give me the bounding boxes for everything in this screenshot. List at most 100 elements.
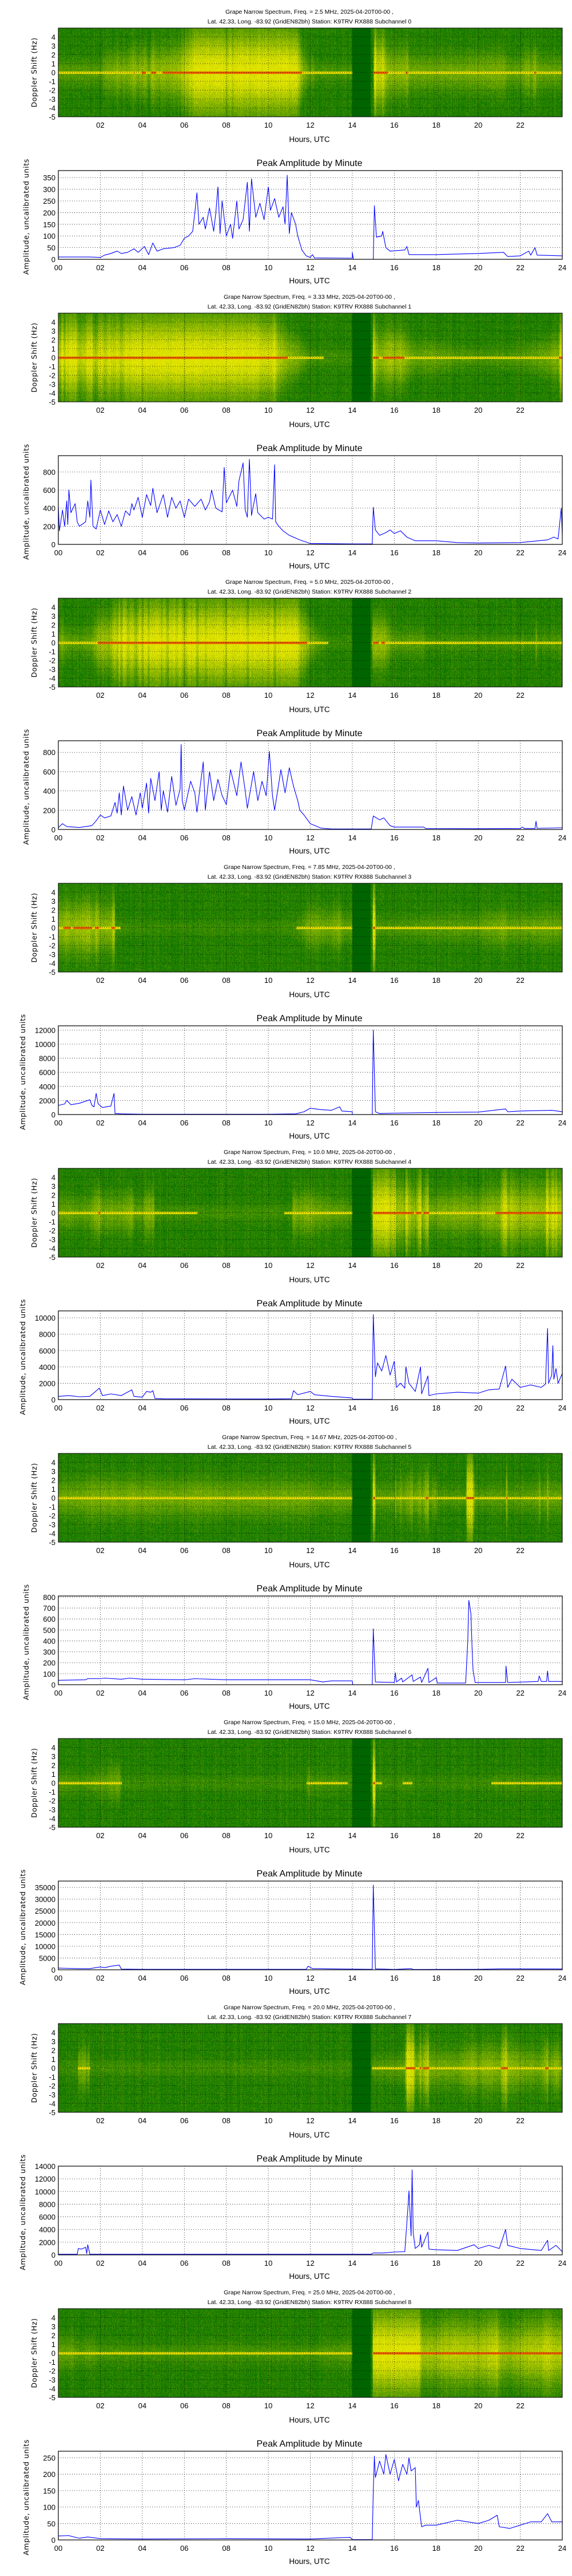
amplitude-y-tick-label: 400 (43, 787, 55, 796)
spectrogram-x-tick-label: 20 (474, 2401, 482, 2410)
amplitude-y-tick-label: 200 (43, 806, 55, 815)
spectrogram-x-tick-label: 08 (222, 1261, 230, 1270)
spectrogram-x-tick-label: 06 (180, 406, 188, 414)
amplitude-x-tick-label: 12 (306, 548, 314, 557)
amplitude-y-tick-label: 5000 (39, 1954, 55, 1962)
spectrogram-x-tick-label: 10 (264, 691, 272, 700)
amplitude-x-tick-label: 14 (348, 263, 356, 272)
spectrogram-x-tick-label: 16 (390, 1261, 398, 1270)
spectrogram-y-tick-label: -1 (49, 1218, 55, 1226)
spectrogram-y-tick-label: -4 (49, 389, 55, 398)
spectrogram-y-tick-label: -5 (49, 683, 55, 692)
amplitude-x-tick-label: 16 (390, 263, 398, 272)
amplitude-y-tick-label: 0 (51, 1396, 55, 1404)
amplitude-y-tick-label: 0 (51, 540, 55, 549)
spectrogram-x-tick-label: 14 (348, 406, 356, 414)
spectrogram-y-tick-label: 2 (51, 1761, 55, 1770)
spectrogram-y-tick-label: 0 (51, 2064, 55, 2073)
amplitude-x-tick-label: 06 (180, 1404, 188, 1412)
amplitude-x-tick-label: 12 (306, 2544, 314, 2553)
spectrogram-y-tick-label: 0 (51, 1779, 55, 1788)
spectrogram-x-tick-label: 10 (264, 1831, 272, 1840)
spectrogram-x-tick-label: 14 (348, 1261, 356, 1270)
amplitude-series-line (58, 744, 563, 829)
amplitude-x-tick-label: 22 (516, 833, 524, 842)
amplitude-x-axis-label: Hours, UTC (289, 2557, 330, 2566)
spectrogram-y-tick-label: -3 (49, 950, 55, 959)
spectrogram-y-tick-label: 1 (51, 1200, 55, 1208)
spectrogram-y-tick-label: 2 (51, 621, 55, 630)
spectrogram-x-tick-label: 20 (474, 1831, 482, 1840)
spectrogram-y-tick-label: 4 (51, 1744, 55, 1752)
amplitude-x-tick-label: 06 (180, 2544, 188, 2553)
amplitude-axes-frame (58, 1025, 563, 1115)
amplitude-x-tick-label: 18 (432, 833, 440, 842)
amplitude-x-tick-label: 10 (264, 2259, 272, 2267)
amplitude-x-tick-label: 04 (138, 548, 146, 557)
amplitude-y-axis-label: Amplitude, uncalibrated units (22, 444, 30, 560)
spectrogram-y-tick-label: 3 (51, 1752, 55, 1761)
spectrogram-x-tick-label: 16 (390, 2401, 398, 2410)
spectrogram-y-tick-label: -1 (49, 1503, 55, 1511)
spectrogram-chart: Grape Narrow Spectrum, Freq. = 14.67 MHz… (30, 1434, 563, 1569)
spectrogram-x-tick-label: 16 (390, 691, 398, 700)
spectrogram-x-tick-label: 12 (306, 1261, 314, 1270)
spectrogram-y-tick-label: -2 (49, 1512, 55, 1520)
amplitude-y-tick-label: 15000 (35, 1930, 55, 1939)
spectrogram-x-tick-label: 06 (180, 121, 188, 129)
spectrogram-axes-frame (58, 2023, 563, 2113)
spectrogram-x-tick-label: 22 (516, 691, 524, 700)
amplitude-y-tick-label: 2000 (39, 1379, 55, 1388)
spectrogram-x-tick-label: 22 (516, 2401, 524, 2410)
amplitude-x-tick-label: 04 (138, 1119, 146, 1127)
spectrogram-axes-frame (58, 598, 563, 688)
spectrogram-y-tick-label: 3 (51, 2322, 55, 2331)
amplitude-y-tick-label: 6000 (39, 1346, 55, 1355)
amplitude-plot-area (58, 456, 562, 544)
amplitude-x-tick-label: 22 (516, 263, 524, 272)
amplitude-series-line (58, 459, 563, 544)
amplitude-x-tick-label: 12 (306, 1404, 314, 1412)
spectrogram-y-axis-label: Doppler Shift (Hz) (30, 1748, 38, 1818)
spectrogram-y-tick-label: -2 (49, 2082, 55, 2091)
amplitude-x-tick-label: 02 (96, 2544, 104, 2553)
amplitude-x-tick-label: 14 (348, 1689, 356, 1697)
amplitude-x-tick-label: 06 (180, 2259, 188, 2267)
spectrogram-y-tick-label: 2 (51, 1191, 55, 1200)
amplitude-x-tick-label: 18 (432, 1404, 440, 1412)
spectrogram-y-tick-label: -4 (49, 104, 55, 113)
spectrogram-x-tick-label: 12 (306, 2116, 314, 2125)
amplitude-plot-area (58, 1311, 562, 1400)
spectrogram-y-tick-label: 3 (51, 1182, 55, 1191)
amplitude-y-tick-label: 200 (43, 1659, 55, 1668)
spectrogram-title-line-1: Grape Narrow Spectrum, Freq. = 7.85 MHz,… (224, 864, 395, 871)
amplitude-y-tick-label: 600 (43, 768, 55, 776)
amplitude-x-tick-label: 04 (138, 2259, 146, 2267)
amplitude-y-tick-label: 150 (43, 2487, 55, 2495)
spectrogram-y-tick-label: -5 (49, 113, 55, 121)
amplitude-x-tick-label: 10 (264, 833, 272, 842)
amplitude-x-tick-label: 08 (222, 548, 230, 557)
amplitude-x-tick-label: 14 (348, 1404, 356, 1412)
spectrogram-x-axis-label: Hours, UTC (289, 1846, 330, 1854)
amplitude-chart: Peak Amplitude by Minute 00 02 04 06 08 10 12 14… (22, 444, 566, 570)
amplitude-x-tick-label: 08 (222, 1974, 230, 1982)
amplitude-y-tick-label: 200 (43, 2470, 55, 2479)
spectrogram-x-tick-label: 10 (264, 2116, 272, 2125)
spectrogram-x-tick-label: 08 (222, 121, 230, 129)
spectrogram-y-axis-label: Doppler Shift (Hz) (30, 37, 38, 107)
spectrogram-y-tick-label: -5 (49, 398, 55, 406)
spectrogram-y-axis-label: Doppler Shift (Hz) (30, 322, 38, 392)
amplitude-x-tick-label: 18 (432, 1119, 440, 1127)
spectrogram-x-tick-label: 22 (516, 1546, 524, 1555)
spectrogram-x-tick-label: 10 (264, 406, 272, 414)
amplitude-x-tick-label: 02 (96, 1119, 104, 1127)
spectrogram-title-line-2: Lat. 42.33, Long. -83.92 (GridEN82bh) St… (208, 18, 412, 25)
spectrogram-title-line-2: Lat. 42.33, Long. -83.92 (GridEN82bh) St… (208, 1159, 412, 1165)
spectrogram-x-tick-label: 18 (432, 121, 440, 129)
amplitude-x-tick-label: 00 (54, 263, 62, 272)
spectrogram-title-line-2: Lat. 42.33, Long. -83.92 (GridEN82bh) St… (208, 1729, 412, 1736)
spectrogram-x-tick-label: 02 (96, 1546, 104, 1555)
spectrogram-title-line-2: Lat. 42.33, Long. -83.92 (GridEN82bh) St… (208, 588, 412, 595)
amplitude-x-tick-label: 06 (180, 1974, 188, 1982)
